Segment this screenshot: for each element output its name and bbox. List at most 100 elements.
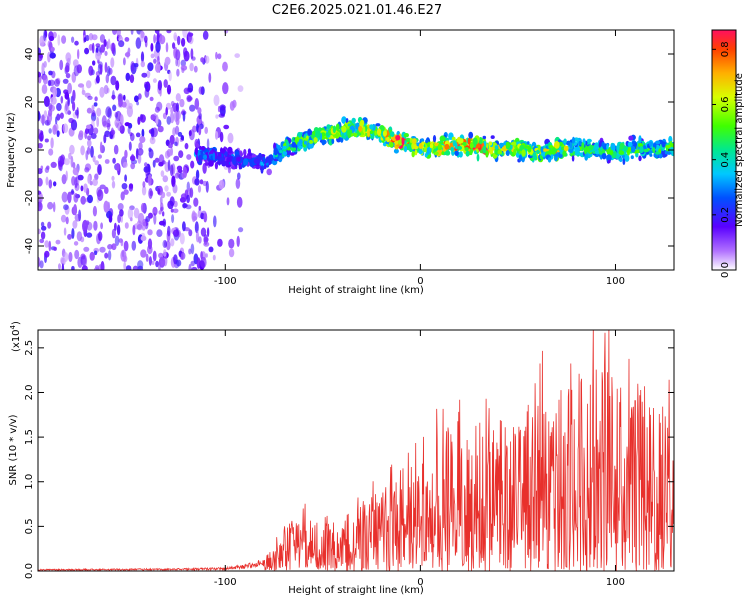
spectrogram-cell	[170, 238, 175, 247]
spectrogram-cell	[574, 137, 579, 142]
spectrogram-cell	[158, 210, 162, 215]
spectrogram-cell	[113, 144, 119, 155]
spectrogram-cell	[652, 147, 656, 154]
spectrogram-cell	[40, 221, 45, 227]
spectrogram-cell	[127, 207, 134, 220]
spectrogram-cell	[167, 143, 173, 149]
spectrogram-cell	[465, 150, 470, 157]
spectrogram-cell	[38, 112, 41, 121]
spectrogram-cell	[298, 138, 303, 145]
spectrogram-cell	[88, 65, 94, 76]
spectrogram-cell	[367, 130, 370, 138]
spectrogram-cell	[62, 78, 69, 84]
spectrogram-cell	[178, 150, 184, 159]
spectrogram-panel: -100 0 100 -40 -20 0 20 40 Height of straight …	[6, 29, 675, 296]
spectrogram-cell	[139, 113, 144, 121]
snr-x-label: Height of straight line (km)	[288, 585, 424, 596]
spectrogram-cell	[303, 140, 308, 145]
spectrogram-cell	[321, 139, 326, 146]
spectrogram-cell	[290, 146, 297, 152]
spectrogram-cell	[469, 142, 474, 149]
spectrogram-cell	[401, 137, 405, 146]
spectrogram-x-label: Height of straight line (km)	[288, 285, 424, 296]
spectrogram-cell	[180, 59, 186, 67]
spectrogram-cell	[120, 191, 125, 201]
spectrogram-cell	[84, 47, 90, 55]
spectrogram-cell	[205, 162, 209, 166]
spectrogram-cell	[414, 149, 418, 156]
spectrogram-cell	[191, 212, 198, 221]
spectrogram-cell	[57, 155, 65, 167]
spectrogram-cell	[188, 32, 194, 37]
spectrogram-cell	[63, 204, 69, 211]
spectrogram-cell	[166, 84, 172, 95]
spectrogram-cell	[638, 142, 643, 148]
spectrogram-cell	[186, 194, 191, 204]
spectrogram-cell	[639, 146, 644, 154]
spectrogram-cell	[353, 133, 358, 137]
spectrogram-cell	[74, 40, 79, 46]
spectrogram-cell	[172, 183, 178, 194]
spectrogram-cell	[94, 160, 99, 166]
spectrogram-cell	[38, 228, 41, 235]
spectrogram-cell	[96, 107, 102, 117]
spectrogram-cell	[485, 150, 489, 158]
spectrogram-cell	[265, 157, 272, 163]
spectrogram-cell	[104, 51, 108, 56]
spectrogram-cell	[122, 161, 128, 168]
spectrogram-cell	[513, 148, 517, 155]
spectrogram-cell	[505, 141, 511, 149]
spectrogram-cell	[130, 61, 135, 72]
spectrogram-cell	[48, 148, 54, 156]
spectrogram-cell	[223, 124, 230, 130]
spectrogram-cell	[38, 168, 43, 175]
spectrogram-cell	[111, 42, 116, 55]
spectrogram-cell	[50, 46, 55, 52]
spectrogram-cell	[44, 250, 50, 258]
spectrogram-cell	[206, 138, 210, 150]
spectrogram-cell	[441, 151, 445, 156]
spectrogram-cell	[588, 153, 591, 158]
spectrogram-cell	[200, 146, 206, 151]
spectrogram-cell	[613, 150, 617, 157]
snr-y-tick-label: 0.0	[24, 563, 35, 579]
spectrogram-cell	[156, 229, 163, 238]
spectrogram-cell	[60, 214, 67, 223]
spectrogram-cell	[106, 118, 111, 131]
spectrogram-cell	[91, 104, 95, 111]
spectrogram-cell	[205, 253, 208, 258]
spectrogram-cell	[358, 125, 363, 132]
spectrogram-cell	[123, 189, 129, 195]
spectrogram-cell	[50, 161, 57, 168]
spectrogram-cell	[124, 52, 131, 58]
spectrogram-cell	[91, 110, 96, 117]
spectrogram-cell	[425, 139, 429, 143]
spectrogram-cell	[173, 155, 180, 162]
spectrogram-cell	[105, 74, 110, 84]
spectrogram-cell	[62, 123, 69, 133]
spectrogram-cell	[175, 49, 181, 61]
spectrogram-cell	[619, 157, 623, 163]
spectrogram-cell	[437, 143, 443, 151]
spectrogram-cell	[167, 200, 174, 210]
spectrogram-cell	[170, 100, 175, 107]
spectrogram-cell	[192, 125, 197, 133]
spectrogram-cell	[158, 260, 161, 270]
spectrogram-cell	[345, 118, 349, 124]
spectrogram-cell	[236, 196, 243, 208]
spectrogram-cell	[148, 148, 154, 159]
spectrogram-cell	[273, 147, 279, 156]
spectrogram-cell	[68, 251, 73, 263]
spectrogram-cell	[164, 185, 169, 192]
spectrogram-cell	[594, 142, 600, 151]
spectrogram-cell	[42, 74, 48, 85]
spectrogram-cell	[186, 154, 192, 160]
spectrogram-cell	[661, 141, 666, 148]
spectrogram-cell	[163, 79, 168, 88]
spectrogram-cell	[87, 194, 93, 204]
spectrogram-cell	[104, 62, 108, 73]
spectrogram-cell	[622, 157, 626, 165]
spectrogram-cell	[197, 107, 202, 115]
spectrogram-cell	[200, 57, 205, 63]
spectrogram-cell	[61, 174, 67, 185]
